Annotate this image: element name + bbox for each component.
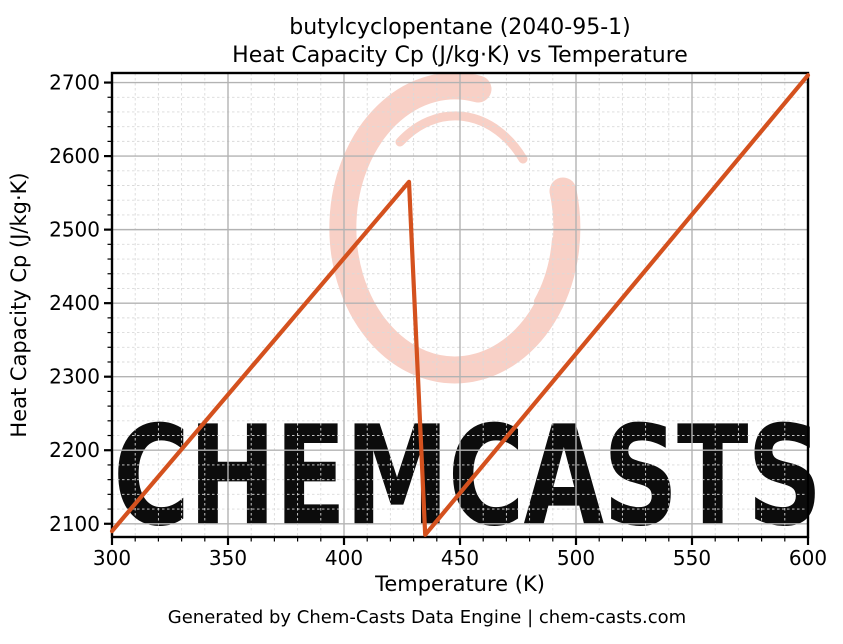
chart-title-line1: butylcyclopentane (2040-95-1) bbox=[289, 15, 631, 40]
y-tick-label: 2600 bbox=[49, 144, 100, 168]
x-tick-label: 550 bbox=[673, 546, 711, 570]
swirl-inner-stroke bbox=[395, 111, 528, 164]
cp-data-line bbox=[109, 73, 811, 537]
y-tick-label: 2300 bbox=[49, 365, 100, 389]
y-tick-label: 2400 bbox=[49, 291, 100, 315]
chemcasts-swirl-watermark-icon bbox=[329, 72, 581, 384]
y-tick-label: 2700 bbox=[49, 71, 100, 95]
y-tick-label: 2100 bbox=[49, 512, 100, 536]
footer-credit: Generated by Chem-Casts Data Engine | ch… bbox=[168, 607, 686, 628]
x-tick-label: 500 bbox=[557, 546, 595, 570]
chemcasts-watermark-text: CHEMCASTS bbox=[113, 396, 821, 557]
x-tick-label: 350 bbox=[209, 546, 247, 570]
x-tick-label: 400 bbox=[325, 546, 363, 570]
x-tick-label: 600 bbox=[789, 546, 827, 570]
y-tick-labels: 2100 2200 2300 2400 2500 2600 2700 bbox=[49, 71, 100, 536]
y-tick-label: 2500 bbox=[49, 218, 100, 242]
y-axis-label: Heat Capacity Cp (J/kg·K) bbox=[7, 172, 31, 437]
x-tick-label: 300 bbox=[93, 546, 131, 570]
swirl-tail-stroke-1 bbox=[549, 198, 572, 300]
axis-ticks bbox=[104, 81, 810, 545]
swirl-main-stroke bbox=[329, 72, 581, 384]
x-tick-label: 450 bbox=[441, 546, 479, 570]
chart-title-line2: Heat Capacity Cp (J/kg·K) vs Temperature bbox=[232, 43, 688, 68]
series-group bbox=[109, 73, 811, 537]
y-tick-label: 2200 bbox=[49, 438, 100, 462]
x-tick-labels: 300 350 400 450 500 550 600 bbox=[93, 546, 827, 570]
x-axis-label: Temperature (K) bbox=[374, 572, 545, 596]
